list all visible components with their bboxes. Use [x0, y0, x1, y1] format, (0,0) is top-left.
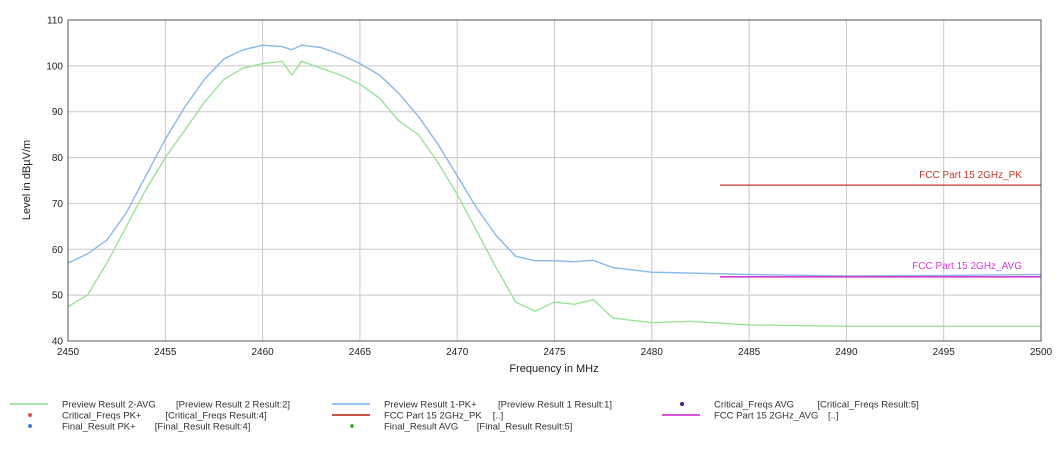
y-tick-label: 80	[52, 153, 64, 164]
legend-source: [Final_Result Result:4]	[155, 422, 251, 433]
x-tick-label: 2455	[154, 347, 177, 358]
legend-source: [Preview Result 2 Result:2]	[176, 400, 290, 411]
y-tick-label: 50	[52, 291, 64, 302]
legend-label: FCC Part 15 2GHz_AVG	[714, 411, 818, 422]
legend-dot-marker	[28, 424, 32, 428]
series-layer	[67, 44, 1042, 327]
y-tick-label: 90	[52, 107, 64, 118]
legend-label: Critical_Freqs AVG	[714, 400, 794, 411]
x-tick-label: 2485	[738, 347, 761, 358]
tick-layer: 2450 2455 2460 2465 2470 2475 2480 2485 2490 2495…	[46, 16, 1052, 359]
y-tick-label: 70	[52, 199, 64, 210]
legend-source: [Final_Result Result:5]	[477, 422, 573, 433]
x-tick-label: 2490	[835, 347, 858, 358]
legend-source: [Critical_Freqs Result:4]	[165, 411, 266, 422]
legend-label: Final_Result PK+	[62, 422, 136, 433]
legend-dot-marker	[680, 402, 684, 406]
x-tick-label: 2470	[446, 347, 469, 358]
x-tick-label: 2450	[57, 347, 80, 358]
legend-dot-marker	[350, 424, 354, 428]
y-tick-label: 110	[47, 16, 63, 27]
y-axis-title: Level in dBµV/m	[21, 140, 33, 220]
legend-label: Critical_Freqs PK+	[62, 411, 142, 422]
limit-avg-label: FCC Part 15 2GHz_AVG	[912, 261, 1022, 272]
legend: Preview Result 2-AVG [Preview Result 2 Re…	[10, 400, 919, 433]
y-tick-label: 100	[46, 61, 63, 72]
x-tick-label: 2500	[1030, 347, 1053, 358]
legend-label: Preview Result 1-PK+	[384, 400, 477, 411]
plot-frame	[67, 19, 1042, 342]
limit-pk-label: FCC Part 15 2GHz_PK	[919, 170, 1022, 181]
x-tick-label: 2480	[641, 347, 664, 358]
legend-label: Preview Result 2-AVG	[62, 400, 156, 411]
legend-source: [..]	[493, 411, 504, 422]
legend-label: FCC Part 15 2GHz_PK	[384, 411, 482, 422]
x-tick-label: 2495	[933, 347, 956, 358]
legend-source: [..]	[828, 411, 839, 422]
x-tick-label: 2475	[543, 347, 566, 358]
x-tick-label: 2465	[349, 347, 372, 358]
legend-label: Final_Result AVG	[384, 422, 458, 433]
x-axis-title: Frequency in MHz	[509, 363, 598, 375]
series-preview-avg-line	[67, 60, 1041, 327]
legend-source: [Critical_Freqs Result:5]	[817, 400, 918, 411]
x-tick-label: 2460	[251, 347, 274, 358]
series-preview-pk-line	[67, 44, 1042, 277]
legend-source: [Preview Result 1 Result:1]	[498, 400, 612, 411]
y-tick-label: 60	[52, 245, 64, 256]
legend-dot-marker	[28, 413, 32, 417]
y-tick-label: 40	[52, 337, 64, 348]
